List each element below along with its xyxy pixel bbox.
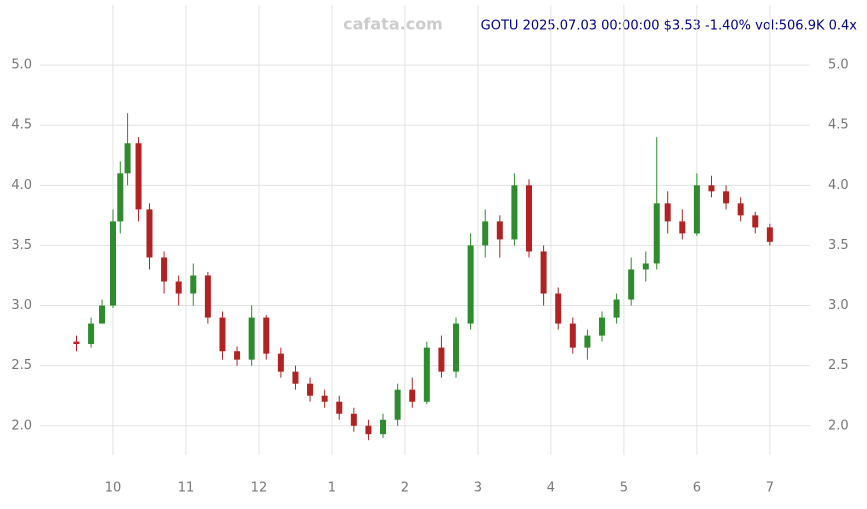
candle-body <box>613 299 620 318</box>
x-tick-label: 6 <box>693 481 701 496</box>
candle-body <box>708 185 715 192</box>
candle-body <box>292 371 299 384</box>
candle-body <box>584 335 591 348</box>
candle-body <box>117 173 124 222</box>
candle-body <box>336 401 343 414</box>
chart-title: GOTU 2025.07.03 00:00:00 $3.53 -1.40% vo… <box>481 19 858 34</box>
y-tick-label-right: 2.0 <box>828 418 849 433</box>
candle-body <box>664 203 671 222</box>
candle-body <box>679 221 686 234</box>
candle-body <box>467 245 474 324</box>
candle-body <box>350 413 357 426</box>
candle-body <box>653 203 660 264</box>
x-tick-label: 7 <box>766 481 774 496</box>
y-tick-label-right: 3.0 <box>828 298 849 313</box>
candle-body <box>109 221 116 306</box>
x-tick-label: 10 <box>105 481 122 496</box>
y-tick-label: 3.5 <box>11 238 32 253</box>
candle-body <box>569 323 576 348</box>
y-tick-label: 4.5 <box>11 118 32 133</box>
x-tick-label: 2 <box>401 481 409 496</box>
x-tick-label: 1 <box>328 481 336 496</box>
candle-body <box>234 351 241 360</box>
y-tick-label: 5.0 <box>11 58 32 73</box>
candle-body <box>438 347 445 372</box>
y-tick-label-right: 3.5 <box>828 238 849 253</box>
y-tick-label: 2.5 <box>11 358 32 373</box>
y-tick-label-right: 4.0 <box>828 178 849 193</box>
candle-body <box>737 203 744 216</box>
candle-body <box>380 419 387 435</box>
x-tick-label: 11 <box>178 481 195 496</box>
candle-body <box>540 251 547 294</box>
candle-body <box>175 281 182 294</box>
candle-body <box>321 395 328 402</box>
candle-body <box>409 389 416 402</box>
candle-body <box>124 143 131 174</box>
candle-body <box>73 341 80 345</box>
candle-body <box>146 209 153 258</box>
candle-body <box>161 257 168 282</box>
y-tick-label: 2.0 <box>11 418 32 433</box>
y-tick-label-right: 5.0 <box>828 58 849 73</box>
candle-body <box>394 389 401 420</box>
watermark: cafata.com <box>343 15 443 34</box>
candle-body <box>307 383 314 396</box>
candle-body <box>482 221 489 246</box>
candle-body <box>277 353 284 372</box>
candle-body <box>219 317 226 352</box>
candle-body <box>766 227 773 242</box>
candle-body <box>453 323 460 372</box>
candle-body <box>752 215 759 228</box>
y-tick-label-right: 4.5 <box>828 118 849 133</box>
y-tick-label: 4.0 <box>11 178 32 193</box>
candle-body <box>423 347 430 402</box>
candle-body <box>598 317 605 336</box>
x-tick-label: 5 <box>620 481 628 496</box>
candle-body <box>526 185 533 252</box>
candle-body <box>555 293 562 324</box>
candle-body <box>496 221 503 240</box>
candle-body <box>248 317 255 360</box>
candle-body <box>99 305 106 324</box>
candle-body <box>204 275 211 318</box>
candle-body <box>511 185 518 240</box>
candle-body <box>190 275 197 294</box>
y-tick-label-right: 2.5 <box>828 358 849 373</box>
x-tick-label: 3 <box>474 481 482 496</box>
candle-body <box>628 269 635 300</box>
candle-body <box>365 425 372 435</box>
candle-body <box>135 143 142 210</box>
candle-body <box>88 323 95 345</box>
candle-body <box>642 263 649 270</box>
x-tick-label: 4 <box>547 481 555 496</box>
candle-body <box>693 185 700 234</box>
x-tick-label: 12 <box>251 481 268 496</box>
y-tick-label: 3.0 <box>11 298 32 313</box>
candle-body <box>263 317 270 354</box>
candle-body <box>723 191 730 204</box>
